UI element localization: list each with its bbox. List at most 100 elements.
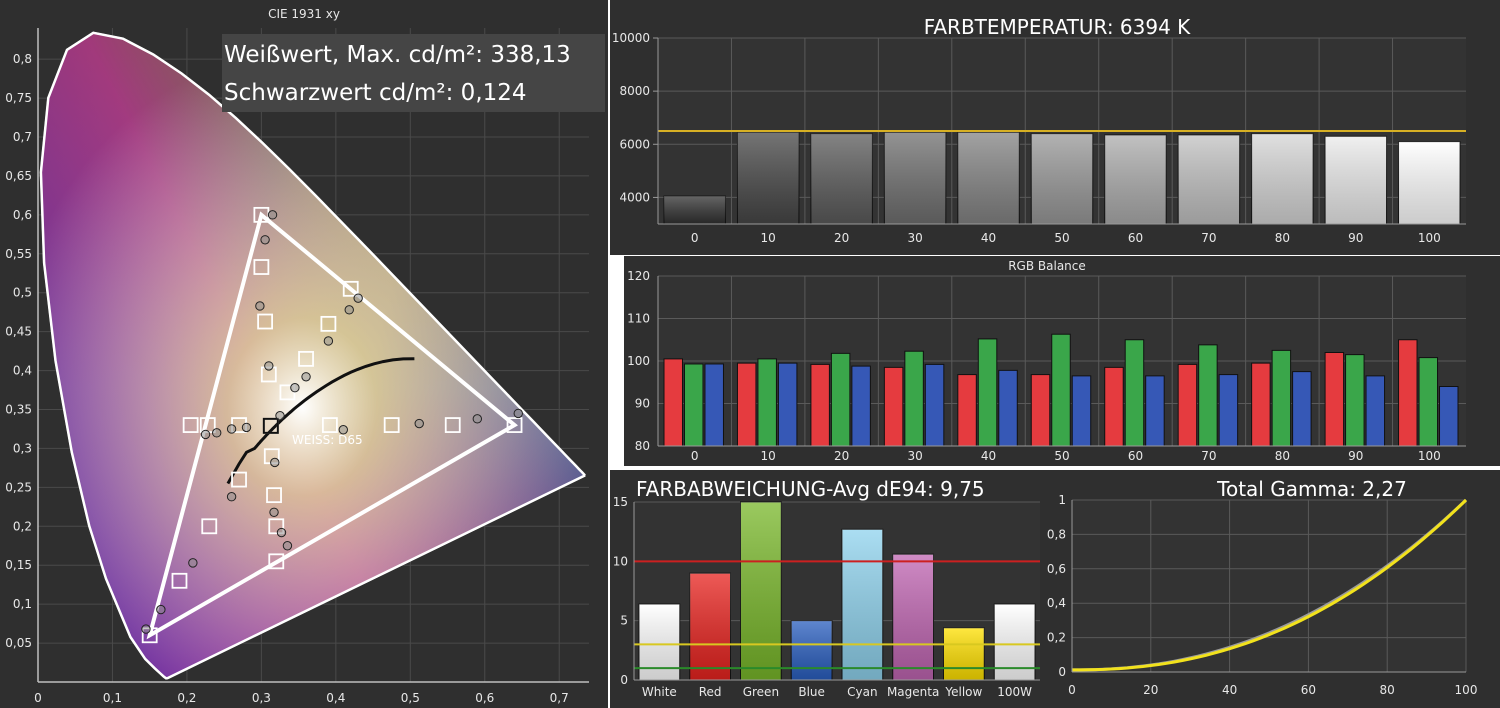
cie-measurement-point <box>200 429 211 440</box>
ct-x-tick-label: 60 <box>1128 231 1143 245</box>
rgb-bar-green <box>904 350 924 447</box>
cie-target-square <box>444 417 461 433</box>
cie-black-label: Schwarzwert cd/m²: 0,124 <box>224 80 527 106</box>
gamma-x-tick-label: 40 <box>1222 683 1237 697</box>
rgb-y-tick-label: 110 <box>627 312 650 326</box>
cie-measurement-point <box>188 558 198 568</box>
cie-x-tick-label: 0,6 <box>475 691 494 705</box>
ct-x-tick-label: 80 <box>1275 231 1290 245</box>
rgb-bar-red <box>663 358 683 447</box>
ct-bar-shade <box>1031 133 1093 224</box>
rgb-chart: 80 90 100 110 120 0 10 20 30 40 50 60 70 80 90 100 <box>627 269 1466 463</box>
ct-title: FARBTEMPERATUR: 6394 K <box>924 15 1191 39</box>
cie-y-tick-label: 0,45 <box>5 325 32 339</box>
rgb-bar-green <box>1345 354 1365 447</box>
cie-title: CIE 1931 xy <box>268 7 340 21</box>
cie-measurement-point <box>301 372 311 382</box>
ct-bar-shade <box>810 133 873 224</box>
cie-y-tick-label: 0,5 <box>13 286 32 300</box>
rgb-y-tick-label: 80 <box>635 439 650 453</box>
cie-y-tick-label: 0,4 <box>13 364 32 378</box>
gamma-x-tick-label: 0 <box>1068 683 1076 697</box>
cie-measurement-point <box>338 425 348 435</box>
ct-y-tick-label: 6000 <box>619 137 650 151</box>
cie-target-square <box>182 417 199 433</box>
gamma-title: Total Gamma: 2,27 <box>1216 477 1407 501</box>
cie-y-tick-label: 0,25 <box>5 480 32 494</box>
cie-info-box <box>222 34 605 112</box>
cie-y-tick-label: 0,8 <box>13 52 32 66</box>
rgb-x-tick-label: 50 <box>1054 449 1069 463</box>
gamma-chart: 0 0,2 0,4 0,6 0,8 1 0 20 40 60 80 100 <box>1047 493 1478 697</box>
rgb-bar-green <box>757 358 777 447</box>
cie-target-square <box>506 417 523 433</box>
gamma-plot-area <box>1072 500 1466 672</box>
gamma-measured-curve <box>1072 498 1468 672</box>
de-x-tick-label: Cyan <box>847 685 877 699</box>
cie-target-square <box>342 280 359 297</box>
cie-y-tick-label: 0,15 <box>5 558 32 572</box>
gamma-y-tick-label: 0,2 <box>1047 631 1066 645</box>
de-title: FARBABWEICHUNG-Avg dE94: 9,75 <box>636 477 985 501</box>
rgb-bar-red <box>1030 374 1051 447</box>
de-bar-shade <box>740 502 782 680</box>
cie-measurement-point <box>290 383 300 393</box>
cie-y-tick-label: 0,7 <box>13 130 32 144</box>
ct-y-tick-label: 4000 <box>619 190 650 204</box>
rgb-bar-blue <box>1292 371 1312 447</box>
cie-target-square <box>268 518 285 535</box>
rgb-bar-red <box>1177 363 1198 447</box>
de-x-tick-label: Yellow <box>944 685 982 699</box>
ct-bar-shade <box>957 132 1020 224</box>
cie-measurement-point <box>270 457 280 468</box>
ct-x-tick-label: 50 <box>1054 231 1069 245</box>
rgb-bar-red <box>1251 362 1271 447</box>
cie-y-tick-label: 0,6 <box>13 208 32 222</box>
cie-white-label: Weißwert, Max. cd/m²: 338,13 <box>224 42 571 68</box>
cie-measurement-point <box>323 336 334 346</box>
cie-measurement-point <box>276 527 287 538</box>
de-x-tick-label: Green <box>743 685 779 699</box>
rgb-bar-red <box>1398 339 1418 447</box>
de-x-tick-label: 100W <box>997 685 1032 699</box>
ct-title-box <box>922 10 1272 38</box>
gamma-y-tick-label: 1 <box>1058 493 1066 507</box>
rgb-bar-blue <box>704 363 724 447</box>
cie-y-tick-label: 0,2 <box>13 519 32 533</box>
cie-measurement-point <box>241 422 252 433</box>
rgb-bar-blue <box>1145 375 1165 447</box>
rgb-bar-red <box>810 363 830 447</box>
rgb-x-tick-label: 40 <box>981 449 996 463</box>
ct-bar-shade <box>884 132 946 224</box>
de-x-tick-label: White <box>642 685 677 699</box>
rgb-bar-green <box>830 352 851 447</box>
cie-y-tick-label: 0,3 <box>13 441 32 455</box>
rgb-bar-blue <box>1439 386 1459 447</box>
ct-x-tick-label: 90 <box>1348 231 1363 245</box>
gamma-x-tick-label: 20 <box>1143 683 1158 697</box>
rgb-x-tick-label: 30 <box>907 449 922 463</box>
cie-x-tick-label: 0 <box>34 691 42 705</box>
cie-axes: 0,05 0,1 0,15 0,2 0,25 0,3 0,35 0,4 0,45 0,5 0,55 0… <box>5 28 589 705</box>
cie-measurement-point <box>275 411 285 421</box>
cie-measurement-point <box>353 293 363 303</box>
cie-x-tick-label: 0,7 <box>550 691 569 705</box>
cie-locus-outline <box>39 31 586 680</box>
rgb-bar-blue <box>1071 375 1092 447</box>
cie-x-tick-label: 0,2 <box>177 691 196 705</box>
cie-white-point-marker <box>262 417 279 434</box>
rgb-x-tick-label: 100 <box>1418 449 1441 463</box>
cie-measurement-point <box>472 414 483 424</box>
de-chart: 0 5 10 15 White Red Green Blue Cyan Magenta Yellow… <box>613 495 1040 699</box>
cie-target-square <box>257 313 274 330</box>
rgb-bar-green <box>1124 339 1145 447</box>
cie-y-tick-label: 0,65 <box>5 169 32 183</box>
de-y-tick-label: 0 <box>620 673 628 687</box>
rgb-y-tick-label: 120 <box>627 269 650 283</box>
cie-measurement-point <box>226 492 237 502</box>
cie-x-tick-label: 0,1 <box>103 691 122 705</box>
cie-measurement-point <box>513 408 523 419</box>
ct-x-tick-label: 70 <box>1201 231 1216 245</box>
gamma-x-tick-label: 80 <box>1380 683 1395 697</box>
gamma-x-tick-label: 60 <box>1301 683 1316 697</box>
